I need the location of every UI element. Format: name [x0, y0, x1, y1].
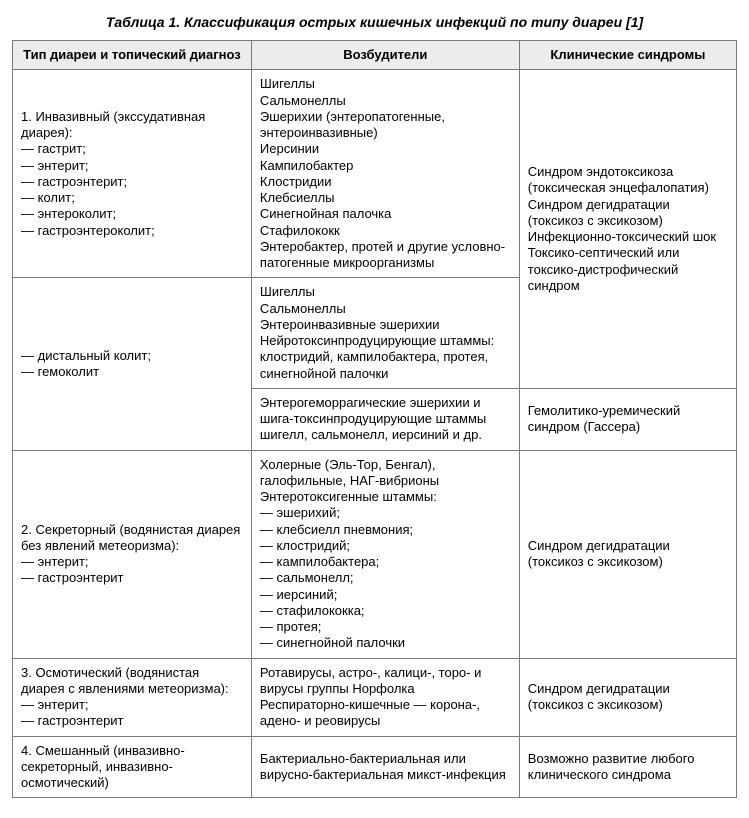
table-header-row: Тип диареи и топический диагноз Возбудит… [13, 41, 737, 70]
cell-type-distal-colitis: — дистальный колит; — гемоколит [13, 278, 252, 450]
table-caption: Таблица 1. Классификация острых кишечных… [12, 14, 737, 30]
cell-type-invasive: 1. Инвазивный (экссудативная диарея): — … [13, 70, 252, 278]
cell-pathogens-invasive: Шигеллы Сальмонеллы Эшерихии (энтеропато… [251, 70, 519, 278]
cell-syndromes-osmotic: Синдром дегидратации (токсикоз с эксикоз… [519, 658, 736, 736]
cell-pathogens-mixed: Бактериально-бактериальная или вирусно-б… [251, 736, 519, 798]
cell-pathogens-ehec: Энтерогеморрагические эшерихии и шига-то… [251, 388, 519, 450]
cell-type-mixed: 4. Смешанный (инвазивно-секреторный, инв… [13, 736, 252, 798]
table-row: 3. Осмотический (водянистая диарея с явл… [13, 658, 737, 736]
cell-syndromes-mixed: Возможно развитие любого клинического си… [519, 736, 736, 798]
header-col2: Возбудители [251, 41, 519, 70]
table-row: 1. Инвазивный (экссудативная диарея): — … [13, 70, 737, 278]
header-col3: Клинические синдромы [519, 41, 736, 70]
page-container: Таблица 1. Классификация острых кишечных… [0, 0, 749, 818]
cell-syndromes-hus: Гемолитико-уремический синдром (Гассера) [519, 388, 736, 450]
cell-pathogens-distal-colitis: Шигеллы Сальмонеллы Энтероинвазивные эше… [251, 278, 519, 389]
classification-table: Тип диареи и топический диагноз Возбудит… [12, 40, 737, 798]
table-row: 2. Секреторный (водянистая диарея без яв… [13, 450, 737, 658]
header-col1: Тип диареи и топический диагноз [13, 41, 252, 70]
cell-pathogens-secretory: Холерные (Эль-Тор, Бенгал), галофильные,… [251, 450, 519, 658]
cell-type-secretory: 2. Секреторный (водянистая диарея без яв… [13, 450, 252, 658]
cell-type-osmotic: 3. Осмотический (водянистая диарея с явл… [13, 658, 252, 736]
table-row: 4. Смешанный (инвазивно-секреторный, инв… [13, 736, 737, 798]
cell-syndromes-secretory: Синдром дегидратации (токсикоз с эксикоз… [519, 450, 736, 658]
cell-pathogens-osmotic: Ротавирусы, астро-, калици-, торо- и вир… [251, 658, 519, 736]
cell-syndromes-invasive: Синдром эндотоксикоза (токсическая энцеф… [519, 70, 736, 389]
